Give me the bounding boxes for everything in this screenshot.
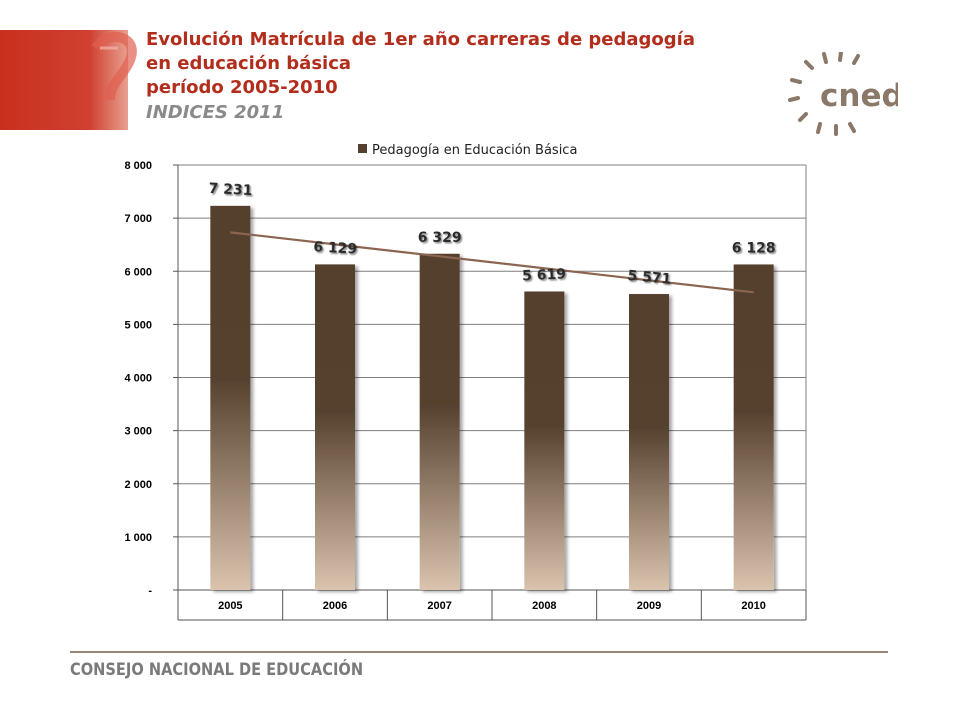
y-tick-label: 6 000: [124, 266, 152, 278]
bar-2007: [419, 253, 460, 590]
data-labels: 7 231 6 129 6 329 5 619 5 571 6 128: [208, 181, 775, 288]
data-label: 7 231: [208, 181, 253, 199]
y-tick-label: 5 000: [124, 319, 152, 331]
trendline: [230, 231, 754, 294]
chart-title-line1: Evolución Matrícula de 1er año carreras …: [146, 29, 695, 50]
bar-2008: [524, 291, 565, 590]
bar-chart: - 1 000 2 000 3 000 4 000 5 000 6 000 7 000 8 00…: [124, 143, 807, 621]
x-tick-label: 2008: [532, 600, 556, 612]
y-tick-label: 1 000: [124, 532, 152, 544]
footer-org-name: CONSEJO NACIONAL DE EDUCACIÓN: [70, 660, 364, 680]
chart-period: período 2005-2010: [146, 77, 338, 98]
legend-label: Pedagogía en Educación Básica: [372, 143, 577, 158]
data-label: 6 129: [313, 239, 358, 257]
cned-logo: cned: [788, 52, 898, 136]
bar-2006: [315, 264, 355, 590]
chart-source: INDICES 2011: [146, 102, 285, 123]
y-tick-label: 8 000: [124, 160, 152, 172]
bars: [210, 205, 774, 590]
data-label: 6 329: [418, 230, 462, 246]
bar-2010: [733, 264, 774, 590]
x-tick-label: 2006: [323, 600, 347, 612]
cned-logo-rays: [788, 52, 860, 136]
x-tick-label: 2007: [427, 600, 451, 612]
legend-swatch: [358, 144, 367, 153]
x-tick-label: 2005: [218, 600, 242, 612]
data-label: 5 571: [627, 268, 672, 288]
axes: - 1 000 2 000 3 000 4 000 5 000 6 000 7 000 8 00…: [124, 160, 807, 621]
y-tick-label: 2 000: [124, 479, 152, 491]
bar-2009: [629, 294, 669, 590]
y-tick-label: 7 000: [124, 213, 152, 225]
y-tick-label: 4 000: [124, 373, 152, 385]
trendline-group: [230, 231, 754, 294]
data-label: 5 619: [522, 266, 567, 284]
gridlines: [178, 164, 806, 591]
y-tick-label: 3 000: [124, 426, 152, 438]
y-tick-label: -: [148, 585, 152, 597]
title-block: Evolución Matrícula de 1er año carreras …: [146, 28, 746, 126]
bar-2005: [210, 205, 251, 590]
chart-title-line2: en educación básica: [146, 53, 352, 74]
x-tick-label: 2010: [741, 600, 765, 612]
data-label: 6 128: [732, 240, 776, 256]
x-tick-label: 2009: [637, 600, 661, 612]
cned-logo-text: cned: [820, 78, 898, 114]
footer-divider: [70, 651, 888, 653]
legend: Pedagogía en Educación Básica: [358, 143, 577, 158]
decorative-question-mark-logo: [0, 30, 137, 130]
